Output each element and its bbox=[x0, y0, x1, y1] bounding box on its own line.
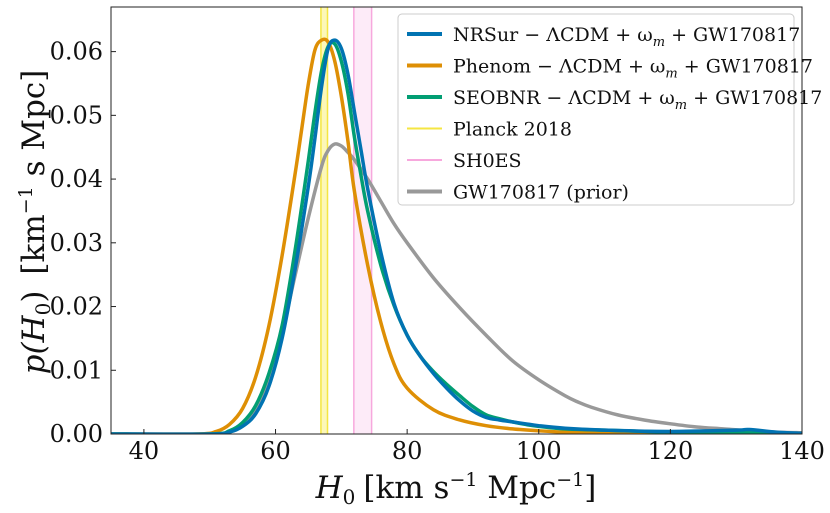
x-axis-title-h: H bbox=[315, 470, 344, 506]
x-axis-title-exp2: −1 bbox=[556, 469, 584, 491]
reference-bands bbox=[320, 7, 373, 434]
y-axis-title-close: ) bbox=[16, 291, 52, 303]
x-tick-label: 120 bbox=[647, 437, 693, 465]
y-tick-label: 0.00 bbox=[50, 420, 103, 448]
legend-label-shoes: SH0ES bbox=[453, 150, 522, 172]
x-tick-label: 40 bbox=[129, 437, 160, 465]
x-axis-title-exp1: −1 bbox=[449, 469, 477, 491]
legend: NRSur − ΛCDM + ωm + GW170817 Phenom − ΛCD… bbox=[397, 13, 822, 206]
y-tick-label: 0.06 bbox=[50, 38, 103, 66]
legend-box bbox=[397, 13, 795, 206]
legend-label-seobnr: SEOBNR − ΛCDM + ωm + GW170817 bbox=[453, 87, 822, 113]
legend-label-prior: GW170817 (prior) bbox=[453, 182, 629, 204]
y-tick-label: 0.03 bbox=[50, 229, 103, 257]
y-tick-label: 0.05 bbox=[50, 101, 103, 129]
series-lines bbox=[111, 37, 802, 434]
y-axis-title-units2: s Mpc] bbox=[16, 70, 52, 187]
band-fill-planck-2018 bbox=[320, 7, 328, 434]
x-tick-label: 100 bbox=[516, 437, 562, 465]
y-axis-title-sub: 0 bbox=[31, 303, 55, 316]
y-axis-title-exp: −1 bbox=[15, 186, 37, 214]
legend-label-nrsur: NRSur − ΛCDM + ωm + GW170817 bbox=[453, 24, 800, 50]
y-tick-label: 0.02 bbox=[50, 293, 103, 321]
x-axis-title-close: ] bbox=[584, 470, 596, 506]
y-tick-label: 0.04 bbox=[50, 165, 103, 193]
x-axis-title-units2: Mpc bbox=[477, 470, 556, 506]
x-axis-title: H0 [km s−1 Mpc−1] bbox=[315, 469, 597, 509]
band-fill-sh0es bbox=[353, 7, 372, 434]
x-tick-label: 140 bbox=[779, 437, 825, 465]
y-axis-title-units: [km bbox=[16, 214, 52, 274]
y-axis-title-p: p(H bbox=[16, 314, 52, 374]
axis-ticks: 40 60 80 100 120 140 0.00 0.01 0.02 0.03 0.04 0.05 0… bbox=[50, 38, 825, 465]
legend-label-planck: Planck 2018 bbox=[453, 119, 572, 141]
series-line-nrsur bbox=[111, 38, 802, 434]
plot-frame bbox=[110, 6, 803, 435]
y-axis-title: p(H0) [km−1 s Mpc] bbox=[15, 70, 55, 375]
x-tick-label: 60 bbox=[260, 437, 291, 465]
x-axis-title-sub: 0 bbox=[343, 485, 356, 509]
y-tick-label: 0.01 bbox=[50, 356, 103, 384]
legend-label-phenom: Phenom − ΛCDM + ωm + GW170817 bbox=[453, 56, 813, 82]
x-axis-title-units: [km s bbox=[363, 470, 449, 506]
x-tick-label: 80 bbox=[392, 437, 423, 465]
